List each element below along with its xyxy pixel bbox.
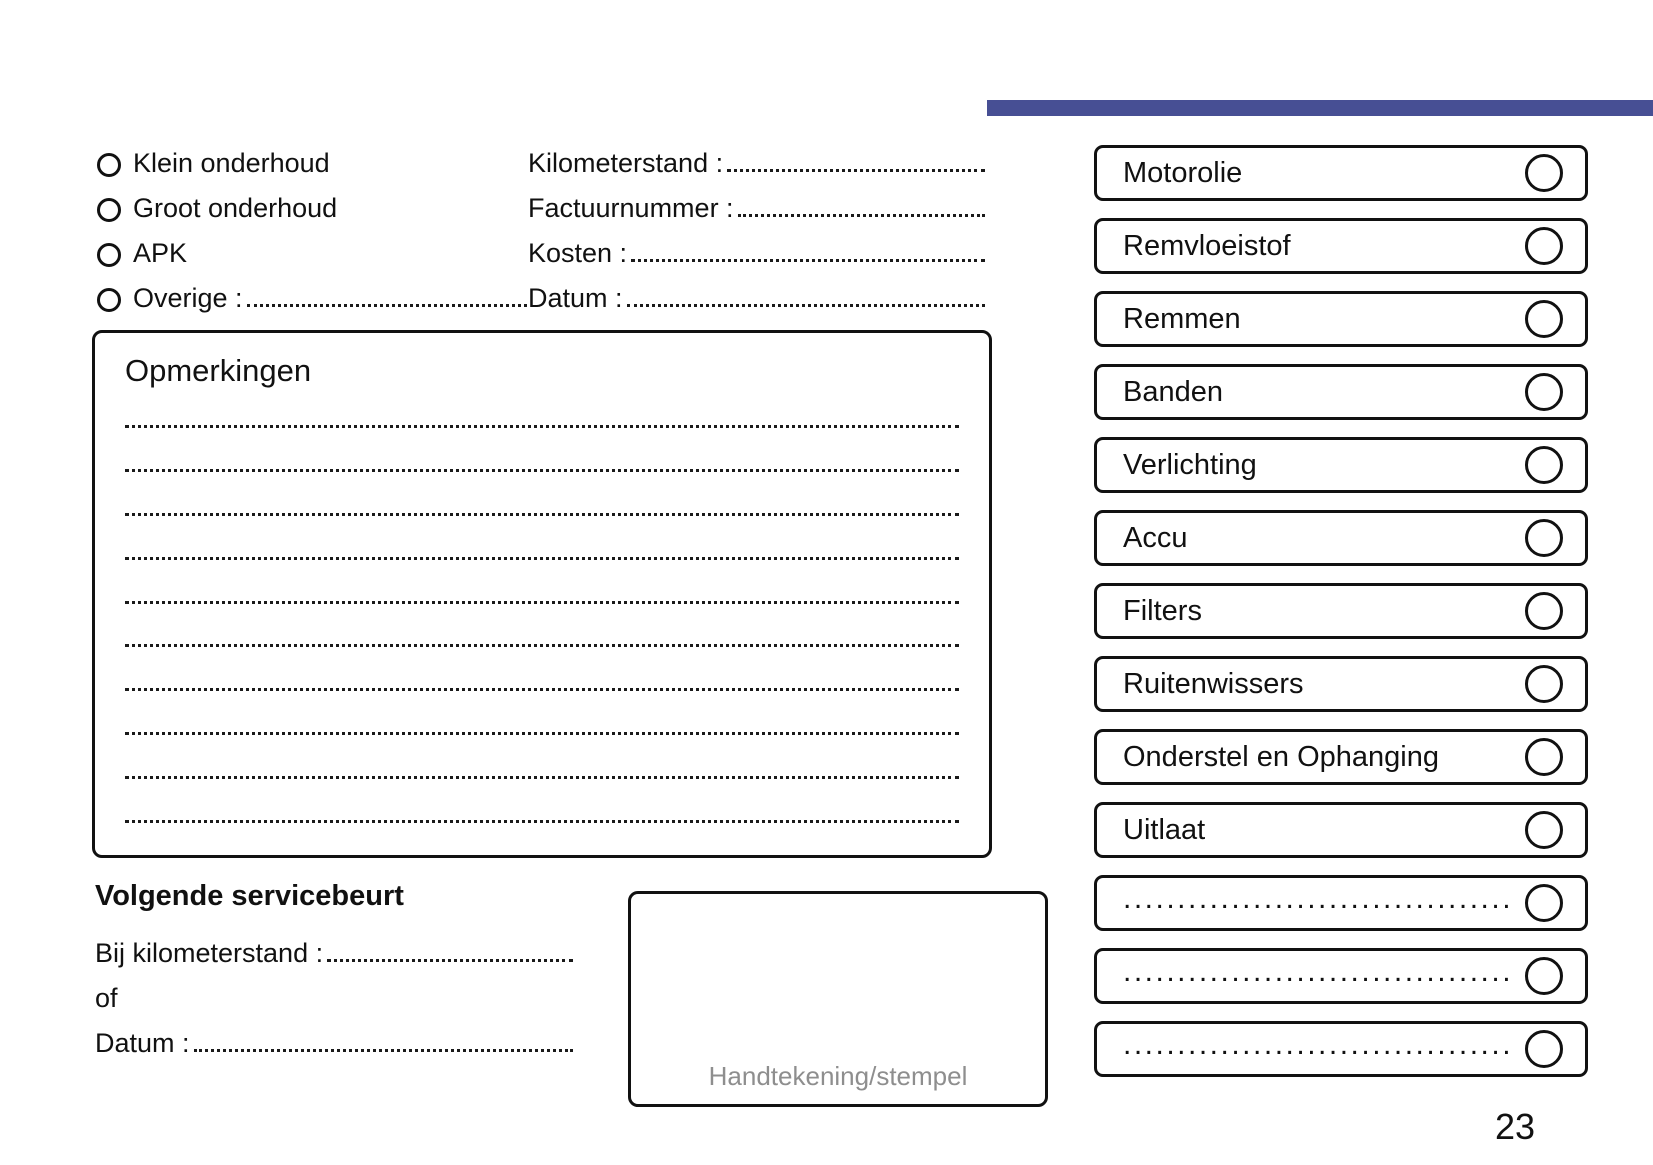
radio-circle-overige[interactable] <box>97 288 121 312</box>
checklist-item-onderstel-en-ophanging: Onderstel en Ophanging <box>1094 729 1588 785</box>
remarks-lines <box>125 425 959 823</box>
checklist-item-blank-2: ...................................... <box>1094 948 1588 1004</box>
radio-circle-apk[interactable] <box>97 243 121 267</box>
checklist-item-remmen: Remmen <box>1094 291 1588 347</box>
signature-area[interactable]: Handtekening/stempel <box>628 891 1048 1107</box>
next-service-group: Volgende servicebeurt Bij kilometerstand… <box>95 880 573 1064</box>
field-label: Kosten : <box>528 238 628 269</box>
field-kilometerstand: Kilometerstand : <box>528 140 985 185</box>
remarks-line[interactable] <box>125 732 959 736</box>
checklist-item-label: Remmen <box>1123 302 1241 335</box>
checklist-item-label: Verlichting <box>1123 448 1257 481</box>
field-kosten: Kosten : <box>528 230 985 275</box>
checkbox-circle-blank-1[interactable] <box>1525 884 1563 922</box>
checkbox-circle-verlichting[interactable] <box>1525 446 1563 484</box>
checklist-item-accu: Accu <box>1094 510 1588 566</box>
service-type-option-groot-onderhoud: Groot onderhoud <box>97 185 527 230</box>
next-datum-fill-line[interactable] <box>193 1049 573 1052</box>
field-datum: Datum : <box>528 275 985 320</box>
radio-label: Overige : <box>133 283 243 314</box>
field-label: of <box>95 983 118 1014</box>
remarks-line[interactable] <box>125 556 959 560</box>
remarks-line[interactable] <box>125 512 959 516</box>
remarks-title: Opmerkingen <box>125 353 312 388</box>
checklist-item-banden: Banden <box>1094 364 1588 420</box>
remarks-line[interactable] <box>125 688 959 692</box>
checklist-blank-fill-line[interactable]: ...................................... <box>1123 1028 1513 1061</box>
next-kilometerstand-fill-line[interactable] <box>327 959 573 962</box>
remarks-line[interactable] <box>125 776 959 779</box>
field-label: Bij kilometerstand : <box>95 938 324 969</box>
radio-circle-groot-onderhoud[interactable] <box>97 198 121 222</box>
field-label: Factuurnummer : <box>528 193 734 224</box>
checklist-item-label: Remvloeistof <box>1123 229 1291 262</box>
checklist-item-ruitenwissers: Ruitenwissers <box>1094 656 1588 712</box>
remarks-line[interactable] <box>125 644 959 648</box>
checklist-item-label: Banden <box>1123 375 1223 408</box>
checkbox-circle-accu[interactable] <box>1525 519 1563 557</box>
checkbox-circle-uitlaat[interactable] <box>1525 811 1563 849</box>
service-type-option-overige: Overige : <box>97 275 527 320</box>
overige-fill-line[interactable] <box>246 304 527 307</box>
field-label: Kilometerstand : <box>528 148 724 179</box>
checklist-blank-fill-line[interactable]: ...................................... <box>1123 882 1513 915</box>
remarks-line[interactable] <box>125 468 959 472</box>
checkbox-circle-remmen[interactable] <box>1525 300 1563 338</box>
service-type-option-klein-onderhoud: Klein onderhoud <box>97 140 527 185</box>
checklist-item-label: Uitlaat <box>1123 813 1206 846</box>
checkbox-circle-filters[interactable] <box>1525 592 1563 630</box>
checklist-blank-fill-line[interactable]: ...................................... <box>1123 955 1513 988</box>
remarks-line[interactable] <box>125 819 959 823</box>
next-service-of: of <box>95 974 573 1019</box>
field-label: Datum : <box>95 1028 190 1059</box>
checklist-item-label: Ruitenwissers <box>1123 667 1304 700</box>
checkbox-circle-blank-3[interactable] <box>1525 1030 1563 1068</box>
kosten-fill-line[interactable] <box>631 259 985 262</box>
radio-label: Klein onderhoud <box>133 148 330 179</box>
checkbox-circle-banden[interactable] <box>1525 373 1563 411</box>
accent-bar <box>987 100 1653 116</box>
radio-label: APK <box>133 238 188 269</box>
checklist-item-label: Accu <box>1123 521 1188 554</box>
checklist-item-verlichting: Verlichting <box>1094 437 1588 493</box>
field-label: Datum : <box>528 283 623 314</box>
next-service-datum: Datum : <box>95 1019 573 1064</box>
remarks-line[interactable] <box>125 600 959 604</box>
checklist: Motorolie Remvloeistof Remmen Banden Ver… <box>1094 145 1588 1077</box>
radio-circle-klein-onderhoud[interactable] <box>97 153 121 177</box>
service-type-option-apk: APK <box>97 230 527 275</box>
service-details-group: Kilometerstand : Factuurnummer : Kosten … <box>528 140 985 320</box>
checklist-item-remvloeistof: Remvloeistof <box>1094 218 1588 274</box>
checklist-item-uitlaat: Uitlaat <box>1094 802 1588 858</box>
checklist-item-label: Filters <box>1123 594 1202 627</box>
field-factuurnummer: Factuurnummer : <box>528 185 985 230</box>
signature-label: Handtekening/stempel <box>708 1061 968 1091</box>
radio-label: Groot onderhoud <box>133 193 338 224</box>
checklist-item-motorolie: Motorolie <box>1094 145 1588 201</box>
page-number: 23 <box>1494 1106 1536 1147</box>
remarks-line[interactable] <box>125 425 959 428</box>
service-type-group: Klein onderhoud Groot onderhoud APK Over… <box>97 140 527 320</box>
checklist-item-blank-1: ...................................... <box>1094 875 1588 931</box>
kilometerstand-fill-line[interactable] <box>727 169 985 172</box>
checklist-item-label: Motorolie <box>1123 156 1243 189</box>
next-service-kilometerstand: Bij kilometerstand : <box>95 929 573 974</box>
remarks-box: Opmerkingen <box>92 330 992 858</box>
checklist-item-blank-3: ...................................... <box>1094 1021 1588 1077</box>
checkbox-circle-blank-2[interactable] <box>1525 957 1563 995</box>
next-service-title: Volgende servicebeurt <box>95 880 404 912</box>
checkbox-circle-remvloeistof[interactable] <box>1525 227 1563 265</box>
checkbox-circle-onderstel-en-ophanging[interactable] <box>1525 738 1563 776</box>
checklist-item-label: Onderstel en Ophanging <box>1123 740 1439 773</box>
factuurnummer-fill-line[interactable] <box>737 214 985 217</box>
checkbox-circle-motorolie[interactable] <box>1525 154 1563 192</box>
checkbox-circle-ruitenwissers[interactable] <box>1525 665 1563 703</box>
checklist-item-filters: Filters <box>1094 583 1588 639</box>
datum-fill-line[interactable] <box>626 304 985 307</box>
